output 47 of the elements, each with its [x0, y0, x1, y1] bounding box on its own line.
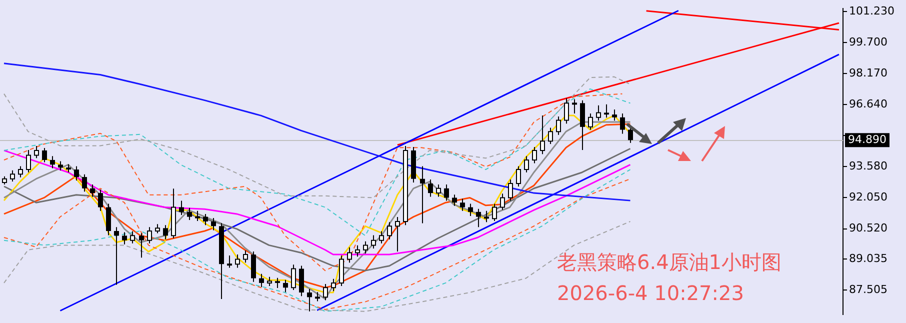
candlestick: [74, 166, 79, 181]
candlestick: [251, 250, 256, 282]
candlestick: [612, 108, 617, 122]
y-tick-label: 93.580: [849, 160, 888, 173]
candlestick: [179, 200, 184, 216]
y-tick-label: 98.170: [849, 66, 888, 80]
candlestick: [620, 113, 625, 134]
line-series: [4, 88, 631, 236]
annotation: 老黑策略6.4原油1小时图: [557, 250, 782, 274]
candlestick: [444, 184, 449, 202]
candlestick: [580, 100, 585, 151]
candlestick: [187, 207, 192, 221]
candlestick: [428, 178, 433, 198]
candlestick: [476, 208, 481, 228]
candlestick: [50, 156, 55, 169]
candlestick: [114, 226, 119, 286]
candlestick: [628, 126, 633, 144]
candlestick: [420, 166, 425, 224]
candlestick: [106, 203, 111, 236]
candlestick: [139, 232, 144, 258]
candlestick: [452, 194, 457, 206]
candlestick: [203, 213, 208, 226]
y-tick-label: 99.700: [849, 35, 888, 48]
candlestick: [307, 288, 312, 312]
y-tick-label: 89.035: [849, 252, 888, 265]
y-tick-label: 101.230: [849, 4, 894, 18]
y-tick-label: 92.050: [849, 190, 888, 204]
y-tick-label: 96.640: [849, 97, 888, 110]
annotation: 2026-6-4 10:27:23: [557, 281, 744, 305]
ref-line-label: 94.890: [848, 132, 886, 146]
candlestick: [275, 277, 280, 289]
y-tick-label: 90.520: [849, 222, 888, 235]
candlestick: [58, 160, 63, 171]
candlestick: [42, 148, 47, 163]
candlestick: [460, 198, 465, 212]
candlestick: [283, 279, 288, 293]
candlestick: [98, 189, 103, 212]
candlestick: [82, 174, 87, 192]
candlestick: [259, 273, 264, 288]
candlestick: [299, 265, 304, 297]
candlestick: [163, 224, 168, 240]
candlestick: [122, 232, 127, 245]
candlestick: [211, 218, 216, 231]
y-tick-label: 87.505: [849, 282, 888, 296]
candlestick: [90, 184, 95, 198]
candlestick: [468, 203, 473, 216]
candlestick: [604, 104, 609, 118]
